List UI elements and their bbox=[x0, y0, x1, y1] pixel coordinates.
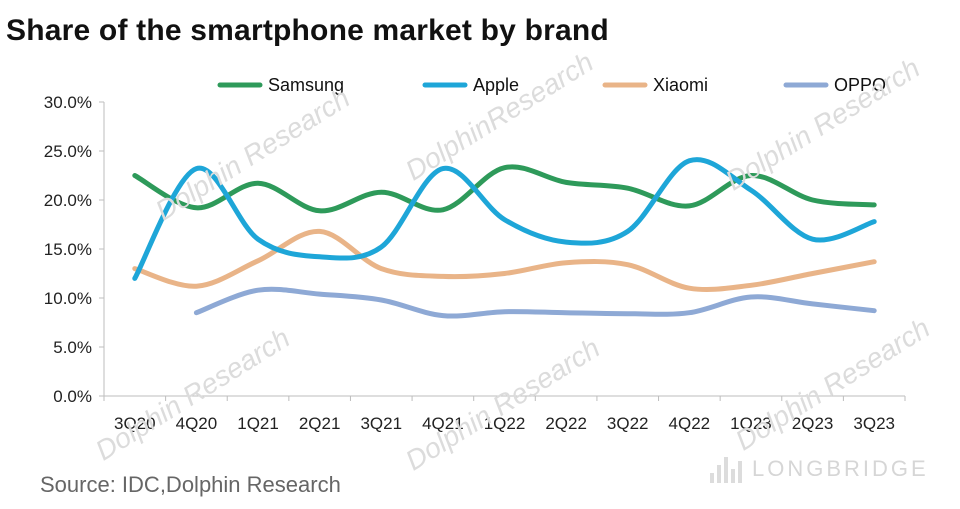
x-tick-label: 3Q23 bbox=[853, 414, 895, 433]
legend-label-oppo: OPPO bbox=[834, 75, 886, 95]
x-tick-label: 3Q22 bbox=[607, 414, 649, 433]
y-tick-label: 30.0% bbox=[44, 93, 92, 112]
line-chart: 0.0% 5.0% 10.0% 15.0% 20.0% 25.0% 30.0% 3Q20 4Q2… bbox=[44, 75, 906, 433]
y-tick-label: 5.0% bbox=[53, 338, 92, 357]
x-tick-label: 4Q22 bbox=[669, 414, 711, 433]
x-tick-label: 4Q21 bbox=[422, 414, 464, 433]
legend-label-xiaomi: Xiaomi bbox=[653, 75, 708, 95]
source-note: Source: IDC,Dolphin Research bbox=[40, 472, 341, 497]
series-line-apple bbox=[132, 157, 877, 281]
y-tick-label: 20.0% bbox=[44, 191, 92, 210]
x-tick-label: 1Q21 bbox=[237, 414, 279, 433]
y-tick-label: 15.0% bbox=[44, 240, 92, 259]
y-tick-label: 0.0% bbox=[53, 387, 92, 406]
y-tick-label: 25.0% bbox=[44, 142, 92, 161]
y-tick-label: 10.0% bbox=[44, 289, 92, 308]
x-tick-label: 2Q22 bbox=[545, 414, 587, 433]
x-tick-label: 1Q22 bbox=[484, 414, 526, 433]
x-tick-label: 1Q23 bbox=[730, 414, 772, 433]
brand-watermark: LONGBRIDGE bbox=[710, 455, 929, 483]
legend-label-samsung: Samsung bbox=[268, 75, 344, 95]
series-line-xiaomi bbox=[132, 228, 877, 293]
chart-area: 0.0% 5.0% 10.0% 15.0% 20.0% 25.0% 30.0% 3Q20 4Q2… bbox=[0, 60, 960, 460]
x-tick-label: 2Q23 bbox=[792, 414, 834, 433]
x-tick-label: 4Q20 bbox=[176, 414, 218, 433]
brand-watermark-text: LONGBRIDGE bbox=[752, 456, 929, 481]
series-line-oppo bbox=[193, 286, 877, 319]
legend-label-apple: Apple bbox=[473, 75, 519, 95]
x-tick-label: 3Q21 bbox=[360, 414, 402, 433]
x-tick-label: 3Q20 bbox=[114, 414, 156, 433]
brand-logo-icon bbox=[710, 455, 742, 483]
x-tick-label: 2Q21 bbox=[299, 414, 341, 433]
series-line-samsung bbox=[132, 164, 877, 214]
chart-title: Share of the smartphone market by brand bbox=[6, 14, 609, 47]
